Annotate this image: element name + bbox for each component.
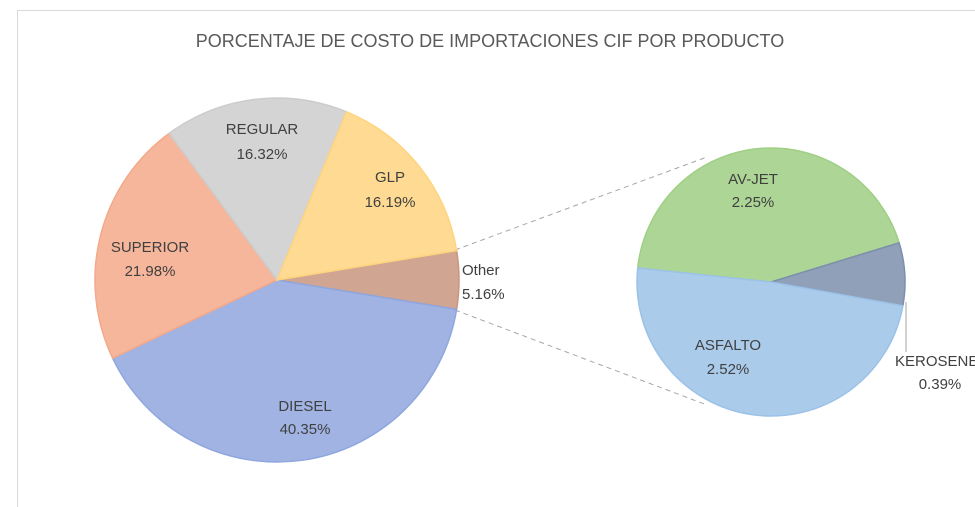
slice-label: KEROSENE bbox=[895, 353, 975, 370]
slice-value-label: 16.19% bbox=[365, 194, 416, 211]
slice-value-label: 0.39% bbox=[919, 376, 962, 393]
chart-title: PORCENTAJE DE COSTO DE IMPORTACIONES CIF… bbox=[196, 31, 784, 51]
slice-label: ASFALTO bbox=[695, 337, 761, 354]
slice-value-label: 2.52% bbox=[707, 361, 750, 378]
pie-slice bbox=[168, 97, 348, 282]
pie-slice bbox=[636, 267, 904, 417]
slice-label: GLP bbox=[375, 169, 405, 186]
slice-value-label: 5.16% bbox=[462, 286, 505, 303]
pie-slice bbox=[275, 110, 458, 281]
pie-slice bbox=[111, 279, 458, 463]
pie-slice bbox=[94, 132, 279, 360]
slice-label: DIESEL bbox=[278, 398, 331, 415]
slice-value-label: 40.35% bbox=[280, 421, 331, 438]
slice-label: Other bbox=[462, 262, 500, 279]
slice-value-label: 16.32% bbox=[237, 146, 288, 163]
slice-label: SUPERIOR bbox=[111, 239, 190, 256]
slice-label: REGULAR bbox=[226, 121, 299, 138]
pie-slice bbox=[636, 147, 901, 283]
slice-label: AV-JET bbox=[728, 171, 778, 188]
slice-value-label: 21.98% bbox=[125, 263, 176, 280]
slice-value-label: 2.25% bbox=[732, 194, 775, 211]
